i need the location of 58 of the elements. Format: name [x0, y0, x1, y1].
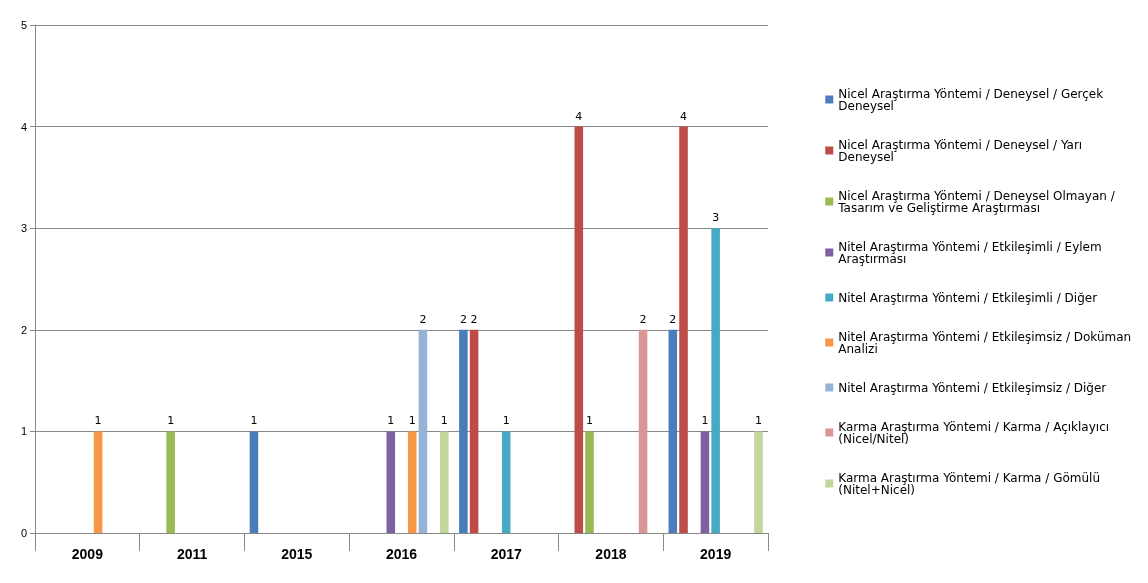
bar	[501, 431, 511, 533]
data-label: 4	[680, 109, 688, 123]
bar	[754, 431, 763, 533]
bar	[440, 431, 449, 533]
data-label: 1	[440, 414, 448, 428]
y-tick-label: 5	[20, 19, 27, 31]
data-label: 2	[639, 312, 647, 326]
data-label: 1	[586, 414, 594, 428]
data-label: 2	[459, 312, 467, 326]
x-tick-label: 2018	[595, 546, 627, 562]
bar	[418, 329, 428, 533]
legend-label: Nitel Araştırma Yöntemi / Etkileşimli / Diğer	[838, 290, 1098, 305]
legend-label: Nitel Araştırma Yöntemi / Etkileşimli / Eylem Araştırması	[838, 239, 1106, 266]
legend-label: Karma Araştırma Yöntemi / Karma / Gömülü (Nitel+Nicel)	[838, 470, 1104, 497]
y-tick-label: 0	[20, 527, 27, 539]
y-tick-label: 1	[20, 425, 27, 438]
x-tick-label: 2019	[700, 546, 732, 562]
y-tick-label: 4	[20, 120, 27, 133]
data-label: 1	[250, 414, 258, 428]
bar	[668, 329, 678, 533]
bar	[93, 431, 103, 533]
x-tick-label: 2009	[71, 546, 104, 562]
legend-label: Karma Araştırma Yöntemi / Karma / Açıklayıcı (Nicel/Nitel)	[838, 419, 1113, 446]
bar	[407, 431, 417, 533]
data-label: 1	[387, 414, 395, 428]
data-label: 1	[502, 414, 510, 428]
bar	[459, 329, 468, 533]
data-label: 1	[408, 414, 416, 428]
legend-label: Nicel Araştırma Yöntemi / Deneysel / Yarı Deneysel	[838, 137, 1087, 164]
x-tick-label: 2017	[490, 546, 522, 562]
data-label: 4	[575, 109, 583, 123]
bar	[585, 431, 594, 533]
data-label: 1	[754, 414, 762, 428]
data-label: 2	[419, 312, 427, 326]
legend-label: Nitel Araştırma Yöntemi / Etkileşimsiz / Doküman Analizi	[838, 329, 1135, 356]
bar	[574, 126, 584, 533]
y-tick-label: 3	[20, 222, 27, 235]
data-label: 2	[669, 312, 677, 326]
bar	[679, 126, 688, 533]
data-label: 3	[712, 211, 720, 225]
x-tick-label: 2015	[281, 546, 313, 562]
x-tick-label: 2016	[385, 546, 418, 562]
bar	[166, 431, 175, 533]
bar	[711, 228, 720, 533]
legend-label: Nicel Araştırma Yöntemi / Deneysel / Gerçek Deneysel	[838, 86, 1107, 113]
bar	[249, 431, 259, 533]
bar	[469, 329, 479, 533]
bar	[386, 431, 396, 533]
bar	[700, 431, 710, 533]
data-label: 2	[470, 312, 478, 326]
x-tick-label: 2011	[176, 546, 208, 562]
legend-label: Nitel Araştırma Yöntemi / Etkileşimsiz / Diğer	[838, 380, 1107, 395]
data-label: 1	[701, 414, 709, 428]
legend-label: Nicel Araştırma Yöntemi / Deneysel Olmayan / Tasarım ve Geliştirme Araştırması	[837, 188, 1119, 215]
data-label: 1	[167, 414, 175, 428]
data-label: 1	[94, 414, 102, 428]
bar	[638, 329, 648, 533]
y-tick-label: 2	[20, 323, 27, 336]
